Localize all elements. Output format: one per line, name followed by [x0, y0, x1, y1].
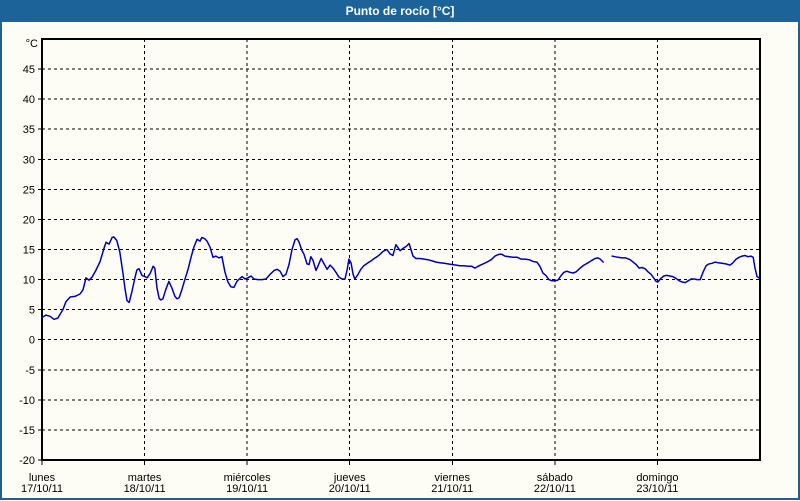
x-day-label: miércoles — [224, 472, 272, 484]
x-date-label: 19/10/11 — [226, 483, 268, 495]
y-tick-label: -15 — [19, 425, 35, 437]
x-date-label: 17/10/11 — [21, 483, 63, 495]
y-tick-label: 40 — [23, 94, 35, 106]
x-date-label: 22/10/11 — [534, 483, 576, 495]
x-day-label: viernes — [435, 472, 471, 484]
dewpoint-line — [41, 236, 761, 321]
y-tick-label: 0 — [29, 335, 35, 347]
y-tick-label: 45 — [23, 64, 35, 76]
x-day-label: sábado — [537, 472, 573, 484]
y-tick-label: -10 — [19, 395, 35, 407]
chart-content: -20 -15 -10 -5 0 5 10 15 20 25 30 35 40 45 °C lunes 17/1… — [2, 22, 798, 496]
y-tick-label: 25 — [23, 184, 35, 196]
chart-title-bar: Punto de rocío [°C] — [0, 0, 800, 22]
y-tick-label: 10 — [23, 275, 35, 287]
plot-border — [41, 38, 761, 461]
x-day-label: martes — [128, 472, 162, 484]
y-tick-label: 15 — [23, 245, 35, 257]
y-tick-label: -5 — [25, 365, 35, 377]
chart-title: Punto de rocío [°C] — [345, 4, 455, 18]
x-day-label: domingo — [636, 472, 678, 484]
x-date-label: 21/10/11 — [431, 483, 473, 495]
y-axis-unit-label: °C — [26, 38, 38, 50]
x-date-label: 20/10/11 — [329, 483, 371, 495]
x-day-label: lunes — [29, 472, 56, 484]
x-day-label: jueves — [333, 472, 366, 484]
y-tick-label: 20 — [23, 214, 35, 226]
y-tick-label: 35 — [23, 124, 35, 136]
dewpoint-chart: -20 -15 -10 -5 0 5 10 15 20 25 30 35 40 45 °C lunes17/1… — [19, 38, 761, 495]
y-tick-label: -20 — [19, 455, 35, 467]
x-date-label: 23/10/11 — [636, 483, 678, 495]
y-tick-label: 30 — [23, 154, 35, 166]
x-date-label: 18/10/11 — [124, 483, 166, 495]
y-tick-label: 5 — [29, 305, 35, 317]
